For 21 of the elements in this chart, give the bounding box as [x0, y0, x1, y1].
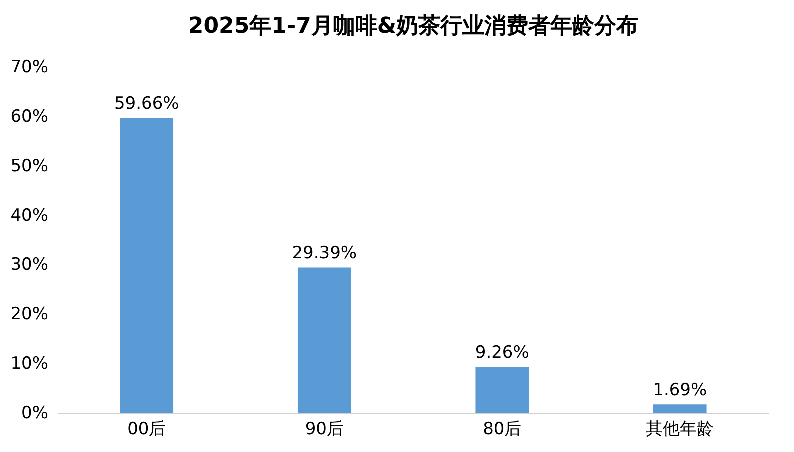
y-tick-label: 60%: [10, 106, 48, 127]
chart-title: 2025年1-7月咖啡&奶茶行业消费者年龄分布: [188, 14, 639, 39]
x-tick-label: 90后: [305, 420, 344, 440]
y-tick-label: 20%: [10, 304, 48, 325]
data-label: 9.26%: [475, 343, 530, 364]
y-tick-label: 0%: [22, 404, 48, 424]
data-label: 1.69%: [653, 380, 708, 401]
bar: [653, 404, 707, 413]
y-tick-label: 50%: [10, 156, 48, 176]
x-tick-label: 80后: [483, 420, 522, 440]
y-tick-label: 40%: [10, 206, 48, 226]
bar: [120, 118, 174, 413]
y-tick-label: 30%: [10, 255, 48, 276]
bar: [298, 268, 352, 413]
y-tick-label: 70%: [10, 58, 48, 78]
data-label: 29.39%: [292, 244, 358, 264]
bar: [476, 367, 530, 413]
y-tick-label: 10%: [10, 354, 48, 374]
data-label: 59.66%: [114, 94, 180, 114]
x-tick-label: 00后: [128, 420, 166, 440]
x-tick-label: 其他年龄: [646, 420, 714, 440]
